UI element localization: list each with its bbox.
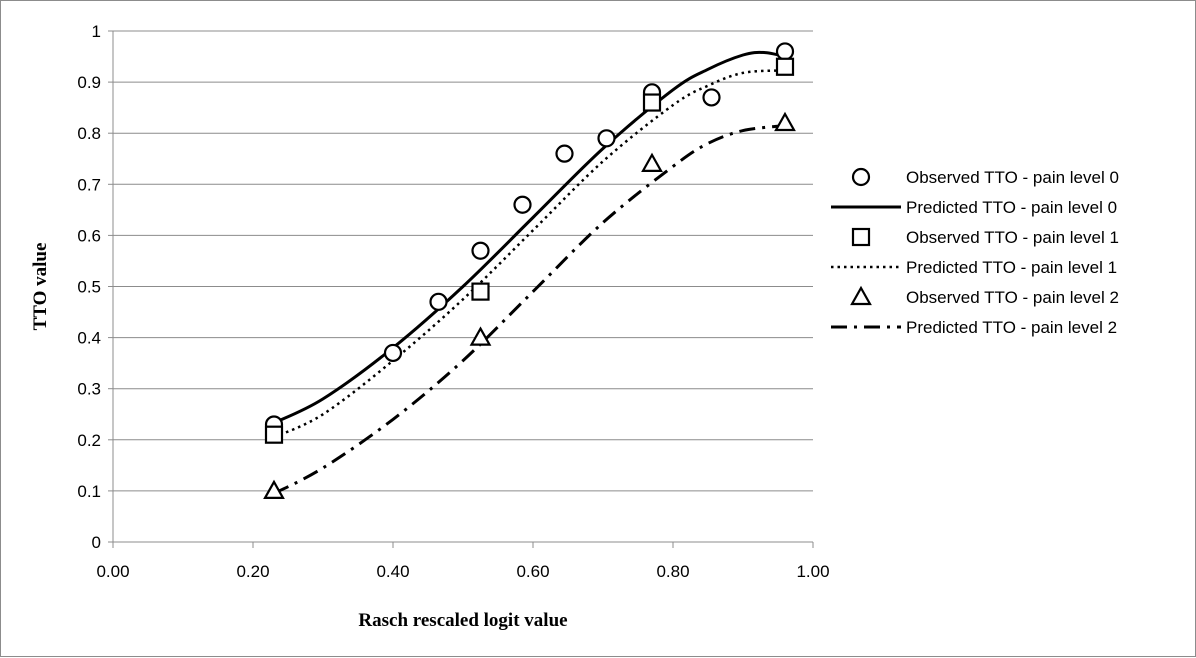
x-tick-label: 0.40 [376, 562, 409, 581]
x-tick-labels: 0.00 0.20 0.40 0.60 0.80 1.00 [96, 562, 829, 581]
y-tick-label: 1 [92, 22, 101, 41]
series-markers [263, 42, 796, 499]
circle-marker [429, 292, 448, 311]
series-line-5 [273, 124, 786, 495]
x-tick-label: 0.80 [656, 562, 689, 581]
y-tick-label: 0.9 [77, 73, 101, 92]
y-tick-label: 0.4 [77, 329, 101, 348]
legend: Observed TTO - pain level 0 Predicted TTO… [831, 167, 1119, 337]
triangle-marker [263, 479, 285, 499]
y-tick-label: 0.1 [77, 482, 101, 501]
legend-label: Observed TTO - pain level 2 [906, 288, 1119, 307]
y-tick-label: 0.8 [77, 124, 101, 143]
square-marker [471, 282, 490, 301]
triangle-marker [469, 326, 492, 346]
axes [108, 30, 814, 548]
circle-marker [555, 144, 574, 163]
x-tick-label: 1.00 [796, 562, 829, 581]
y-axis-title: TTO value [30, 243, 51, 331]
circle-marker [383, 343, 403, 363]
legend-square-marker [851, 227, 871, 247]
legend-circle-marker [851, 167, 871, 187]
x-axis-title: Rasch rescaled logit value [358, 610, 567, 631]
legend-triangle-marker [850, 285, 872, 306]
series-line-1 [273, 50, 786, 425]
y-tick-label: 0.5 [77, 278, 101, 297]
legend-label: Observed TTO - pain level 1 [906, 228, 1119, 247]
y-tick-labels: 0 0.1 0.2 0.3 0.4 0.5 0.6 0.7 0.8 0.9 1 [77, 22, 101, 552]
square-marker [264, 425, 284, 444]
square-marker [642, 93, 662, 112]
circle-marker [471, 241, 490, 260]
x-tick-label: 0.20 [236, 562, 269, 581]
legend-label: Predicted TTO - pain level 0 [906, 198, 1117, 217]
y-tick-label: 0 [92, 533, 101, 552]
y-tick-label: 0.6 [77, 226, 101, 245]
circle-marker [775, 42, 795, 61]
legend-label: Predicted TTO - pain level 1 [906, 258, 1117, 277]
x-tick-label: 0.00 [96, 562, 129, 581]
series-line-3 [273, 69, 786, 439]
circle-marker [597, 129, 616, 148]
x-tick-label: 0.60 [516, 562, 549, 581]
series-lines [273, 50, 786, 495]
triangle-marker [641, 152, 663, 172]
legend-label: Observed TTO - pain level 0 [906, 168, 1119, 187]
square-marker [775, 57, 795, 76]
circle-marker [702, 88, 721, 107]
circle-marker [513, 195, 532, 214]
y-tick-label: 0.3 [77, 380, 101, 399]
triangle-marker [774, 111, 796, 132]
legend-label: Predicted TTO - pain level 2 [906, 318, 1117, 337]
y-tick-label: 0.2 [77, 431, 101, 450]
y-tick-label: 0.7 [77, 175, 101, 194]
